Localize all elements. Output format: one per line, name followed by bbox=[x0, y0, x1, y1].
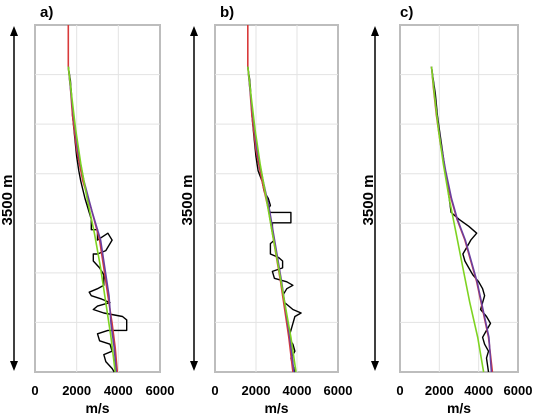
x-tick-label: 2000 bbox=[242, 383, 271, 398]
panel-label: a) bbox=[40, 4, 53, 21]
x-tick-label: 4000 bbox=[104, 383, 133, 398]
plot-area-b bbox=[214, 24, 339, 373]
plot-area-a bbox=[34, 24, 161, 373]
depth-arrow-up-icon bbox=[371, 26, 379, 36]
x-tick-label: 0 bbox=[396, 383, 403, 398]
x-tick-label: 6000 bbox=[504, 383, 533, 398]
panel-label: b) bbox=[220, 4, 234, 21]
depth-arrow-down-icon bbox=[190, 361, 198, 371]
depth-label: 3500 m bbox=[0, 175, 16, 226]
x-tick-label: 6000 bbox=[324, 383, 353, 398]
series-line-4 bbox=[67, 66, 116, 373]
x-tick-label: 6000 bbox=[146, 383, 175, 398]
series-line-4 bbox=[247, 66, 297, 373]
depth-arrow-up-icon bbox=[10, 26, 18, 36]
series-line-1 bbox=[247, 25, 302, 373]
x-tick-label: 0 bbox=[31, 383, 38, 398]
depth-label: 3500 m bbox=[360, 175, 377, 226]
series-line-4 bbox=[430, 66, 485, 373]
x-tick-label: 2000 bbox=[62, 383, 91, 398]
x-tick-label: 4000 bbox=[283, 383, 312, 398]
plot-area-c bbox=[399, 24, 519, 373]
depth-arrow-down-icon bbox=[10, 361, 18, 371]
x-tick-label: 0 bbox=[211, 383, 218, 398]
depth-label: 3500 m bbox=[179, 175, 196, 226]
series-line-1 bbox=[67, 25, 128, 373]
x-tick-label: 2000 bbox=[425, 383, 454, 398]
depth-arrow-up-icon bbox=[190, 26, 198, 36]
panel-label: c) bbox=[400, 4, 413, 21]
x-axis-label: m/s bbox=[447, 400, 471, 416]
depth-arrow-down-icon bbox=[371, 361, 379, 371]
x-axis-label: m/s bbox=[264, 400, 288, 416]
x-tick-label: 4000 bbox=[464, 383, 493, 398]
x-axis-label: m/s bbox=[85, 400, 109, 416]
